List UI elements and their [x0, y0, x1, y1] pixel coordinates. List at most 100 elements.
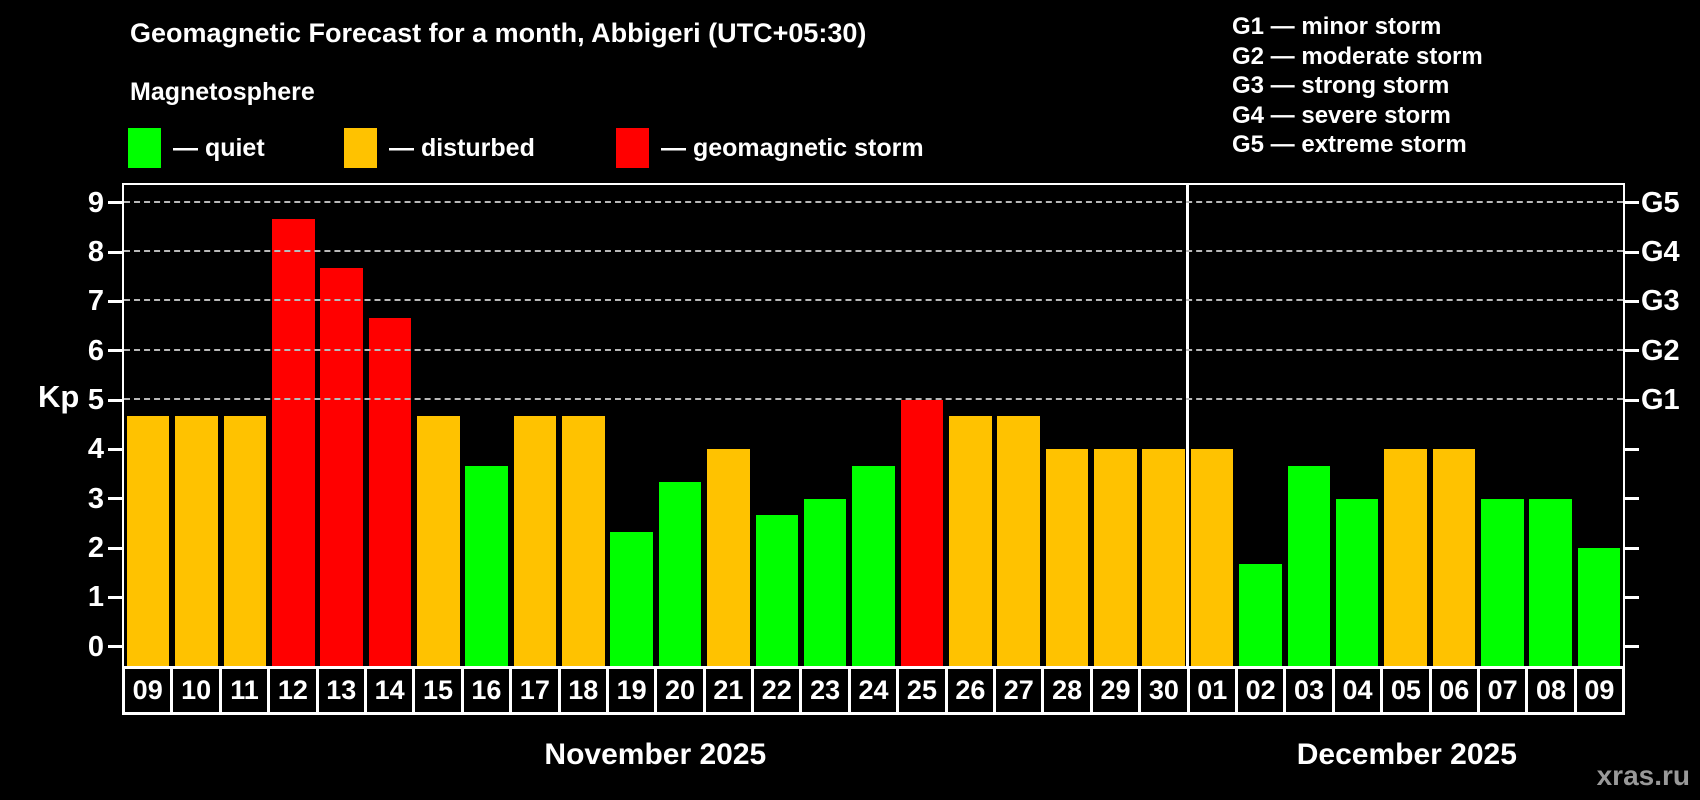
kp-bar-quiet-day-24: [852, 465, 895, 666]
kp-bar-disturbed-day-17: [513, 416, 557, 666]
kp-bar-disturbed-day-05: [1384, 449, 1427, 666]
right-tick-kp-0: [1625, 645, 1639, 649]
left-tick-kp-4: [108, 447, 122, 451]
left-tick-kp-9: [108, 201, 122, 205]
month-divider-line: [1186, 185, 1190, 666]
plot-area: 0 1 2 3 4 5 6 7 8 9 G1 G2 G3 G4 G5: [88, 183, 1680, 668]
bar-slot-day-11-2: [221, 185, 269, 666]
y-tick-label-6: 6: [87, 334, 104, 367]
bar-slot-day-07-28: [1478, 185, 1526, 666]
right-tick-kp-3: [1625, 497, 1639, 501]
kp-bar-disturbed-day-27: [997, 416, 1040, 666]
gridline-kp-6: [124, 348, 1623, 351]
y-tick-label-3: 3: [87, 482, 104, 515]
right-axis-label-g3: G3: [1641, 285, 1680, 318]
gridline-kp-9: [124, 200, 1623, 203]
bar-slot-day-18-9: [559, 185, 607, 666]
right-axis-label-g1: G1: [1641, 384, 1680, 417]
bar-slot-day-17-8: [511, 185, 559, 666]
day-label-15-6: 15: [412, 666, 464, 715]
kp-bar-quiet-day-03: [1287, 465, 1331, 666]
left-tick-kp-8: [108, 250, 122, 254]
kp-bar-quiet-day-23: [803, 498, 847, 666]
kp-bar-quiet-day-04: [1335, 498, 1379, 666]
kp-bar-storm-day-14: [368, 317, 412, 666]
gridline-kp-8: [124, 250, 1623, 253]
bar-slot-day-16-7: [463, 185, 511, 666]
bar-slot-day-23-14: [801, 185, 849, 666]
kp-bar-disturbed-day-10: [175, 416, 218, 666]
bar-slot-day-15-6: [414, 185, 462, 666]
right-tick-kp-2: [1625, 546, 1639, 550]
y-tick-label-5: 5: [87, 384, 104, 417]
kp-bar-quiet-day-07: [1480, 498, 1524, 666]
day-label-23-14: 23: [799, 666, 851, 715]
right-tick-kp-5: [1625, 398, 1639, 402]
g-legend-line-g2: G2 — moderate storm: [1232, 42, 1483, 70]
day-label-30-21: 30: [1138, 666, 1190, 715]
day-label-28-19: 28: [1041, 666, 1093, 715]
right-axis-label-g2: G2: [1641, 334, 1680, 367]
right-axis-label-g4: G4: [1641, 236, 1680, 269]
chart-subtitle: Magnetosphere: [130, 78, 315, 106]
bar-slot-day-01-22: [1188, 185, 1236, 666]
day-label-25-16: 25: [896, 666, 948, 715]
y-tick-label-7: 7: [87, 285, 104, 318]
kp-bar-quiet-day-16: [465, 465, 508, 666]
legend-item-quiet: — quiet: [128, 126, 265, 170]
month-label-december: December 2025: [1296, 738, 1517, 771]
day-label-06-27: 06: [1428, 666, 1480, 715]
bar-slot-day-25-16: [898, 185, 946, 666]
kp-bar-disturbed-day-29: [1094, 449, 1137, 666]
kp-bar-disturbed-day-18: [562, 416, 605, 666]
bar-slot-day-14-5: [366, 185, 414, 666]
y-tick-label-4: 4: [87, 433, 104, 466]
day-label-09-30: 09: [1573, 666, 1626, 715]
legend-item-disturbed: — disturbed: [344, 126, 535, 170]
g-legend-line-g1: G1 — minor storm: [1232, 13, 1442, 40]
day-label-01-22: 01: [1186, 666, 1238, 715]
left-tick-kp-7: [108, 299, 122, 303]
bar-slot-day-05-26: [1381, 185, 1429, 666]
bar-slot-day-27-18: [994, 185, 1042, 666]
kp-bar-disturbed-day-21: [707, 449, 750, 666]
left-tick-kp-6: [108, 349, 122, 353]
legend-item-storm: — geomagnetic storm: [616, 126, 924, 170]
month-label-november: November 2025: [544, 738, 767, 771]
watermark: xras.ru: [1596, 760, 1690, 791]
bar-slot-day-26-17: [946, 185, 994, 666]
bar-slot-day-04-25: [1333, 185, 1381, 666]
kp-bar-disturbed-day-28: [1045, 449, 1089, 666]
day-label-02-23: 02: [1234, 666, 1287, 715]
chart-title: Geomagnetic Forecast for a month, Abbige…: [130, 18, 867, 48]
gridline-kp-7: [124, 299, 1623, 302]
right-tick-kp-4: [1625, 447, 1639, 451]
right-tick-kp-9: [1625, 201, 1639, 205]
kp-bar-disturbed-day-01: [1190, 449, 1234, 666]
legend-label-disturbed: — disturbed: [389, 133, 535, 162]
gridline-kp-5: [124, 398, 1623, 401]
left-tick-kp-3: [108, 497, 122, 501]
day-label-19-10: 19: [605, 666, 658, 715]
right-tick-kp-6: [1625, 349, 1639, 353]
day-label-10-1: 10: [170, 666, 222, 715]
right-tick-kp-8: [1625, 250, 1639, 254]
legend-label-storm: — geomagnetic storm: [661, 133, 924, 162]
kp-bar-disturbed-day-26: [949, 416, 992, 666]
day-label-17-8: 17: [509, 666, 561, 715]
bar-slot-day-02-23: [1236, 185, 1284, 666]
bar-slot-day-13-4: [317, 185, 365, 666]
day-label-24-15: 24: [847, 666, 900, 715]
day-label-05-26: 05: [1380, 666, 1432, 715]
day-label-03-24: 03: [1283, 666, 1335, 715]
bar-slot-day-12-3: [269, 185, 317, 666]
day-label-21-12: 21: [702, 666, 755, 715]
g-legend-line-g3: G3 — strong storm: [1232, 72, 1450, 99]
day-label-26-17: 26: [944, 666, 997, 715]
bar-slot-day-10-1: [172, 185, 220, 666]
day-label-13-4: 13: [315, 666, 367, 715]
kp-bar-quiet-day-22: [755, 515, 799, 666]
quiet-color-swatch: [128, 128, 161, 168]
g-scale-legend: G1 — minor storm G2 — moderate storm G3 …: [1232, 12, 1483, 160]
bar-series: [124, 185, 1623, 666]
